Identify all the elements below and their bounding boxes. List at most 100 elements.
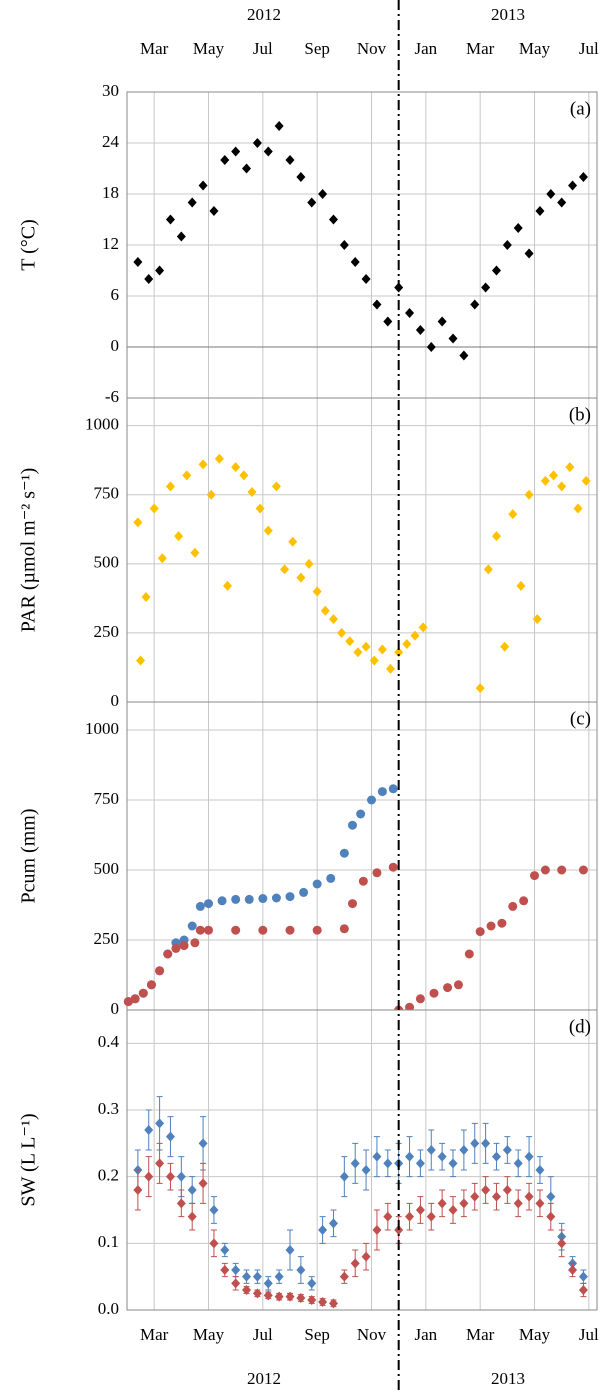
data-point [187, 921, 197, 931]
data-point [130, 994, 140, 1004]
data-point [475, 927, 485, 937]
data-point [318, 1297, 328, 1307]
data-point [508, 901, 518, 911]
y-tick-label: 250 [94, 929, 120, 948]
data-point [418, 622, 428, 633]
data-point [491, 265, 501, 276]
panel-label: (c) [570, 708, 591, 729]
data-point [239, 470, 249, 481]
data-point [285, 155, 295, 165]
data-point [187, 1211, 197, 1222]
y-tick-label: 750 [94, 789, 120, 808]
data-point [231, 462, 241, 473]
data-point [443, 983, 453, 993]
x-tick-label: Mar [466, 39, 495, 58]
data-point [144, 1171, 154, 1182]
data-point [304, 558, 314, 569]
data-point [339, 924, 349, 934]
data-point [516, 580, 526, 591]
panel-label: (a) [570, 98, 591, 119]
x-tick-label: Mar [140, 1325, 169, 1344]
data-point [448, 1158, 458, 1169]
x-tick-label: Sep [304, 1325, 330, 1344]
data-point [557, 197, 567, 208]
data-point [581, 475, 591, 486]
data-point [546, 189, 556, 199]
data-point [328, 214, 338, 225]
data-point [288, 536, 298, 547]
data-point [258, 894, 268, 904]
y-tick-label: 0.1 [98, 1232, 119, 1251]
x-tick-label: Jan [415, 1325, 438, 1344]
data-point [497, 918, 507, 928]
y-tick-label: 0 [111, 691, 120, 710]
data-point [353, 647, 363, 658]
data-point [209, 1205, 219, 1215]
data-point [271, 893, 281, 903]
data-point [274, 1291, 284, 1302]
data-point [296, 572, 306, 583]
data-point [394, 647, 404, 658]
data-point [231, 925, 241, 935]
data-point [231, 146, 241, 157]
data-point [231, 894, 241, 904]
data-point [141, 591, 151, 602]
data-point [263, 1290, 273, 1301]
x-tick-label: Jul [253, 1325, 273, 1344]
data-point [171, 943, 181, 953]
data-point [271, 481, 281, 492]
data-point [481, 282, 491, 293]
data-point [146, 980, 156, 990]
data-point [339, 240, 349, 250]
data-point [296, 1293, 306, 1303]
data-point [299, 887, 309, 897]
year-label: 2013 [491, 5, 525, 24]
data-point [328, 614, 338, 625]
data-point [176, 1198, 186, 1209]
data-point [388, 862, 398, 872]
data-point [383, 1211, 393, 1222]
x-tick-label: Mar [466, 1325, 495, 1344]
data-point [339, 1271, 349, 1282]
data-point [483, 564, 493, 575]
data-point [491, 1151, 501, 1162]
data-point [136, 655, 146, 666]
data-point [578, 172, 588, 182]
x-tick-label: May [193, 39, 225, 58]
data-point [367, 795, 377, 805]
y-tick-label: 1000 [85, 415, 119, 434]
data-point [155, 1158, 165, 1169]
x-tick-label: May [519, 1325, 551, 1344]
data-point [369, 655, 379, 666]
data-point [377, 644, 387, 655]
data-point [318, 1225, 328, 1235]
data-point [578, 1271, 588, 1282]
data-point [437, 1198, 447, 1209]
data-point [372, 1151, 382, 1162]
data-point [426, 342, 436, 352]
data-point [214, 453, 224, 464]
data-point [285, 892, 295, 902]
data-point [405, 1002, 415, 1012]
data-point [285, 925, 295, 935]
y-tick-label: 18 [102, 183, 119, 202]
y-tick-label: 250 [94, 622, 120, 641]
y-tick-label: 500 [94, 859, 120, 878]
data-point [198, 180, 208, 191]
y-tick-label: 0.3 [98, 1099, 119, 1118]
data-point [285, 1245, 295, 1255]
data-point [405, 308, 415, 318]
plot-frame [126, 1009, 598, 1311]
data-point [220, 155, 230, 165]
data-point [204, 925, 214, 935]
x-tick-label: Sep [304, 39, 330, 58]
data-point [578, 865, 588, 875]
data-point [339, 1171, 349, 1182]
data-point [204, 899, 214, 909]
data-point [155, 966, 165, 976]
data-point [165, 1171, 175, 1182]
year-label: 2013 [491, 1369, 525, 1388]
data-point [549, 470, 559, 481]
data-point [312, 586, 322, 597]
data-point [209, 206, 219, 216]
